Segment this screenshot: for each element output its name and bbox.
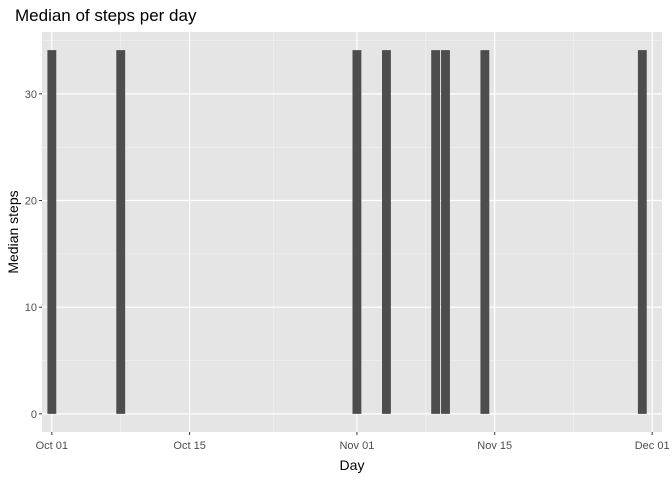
bar (47, 50, 57, 414)
bar (382, 50, 391, 414)
y-tick-label: 10 (25, 302, 37, 314)
x-tick-label: Oct 01 (36, 440, 68, 452)
y-tick-label: 30 (25, 89, 37, 101)
plot-panel (42, 32, 662, 432)
axis-layer: 0 10 20 30 Oct 01 Oct 15 Nov 01 Nov 15 Dec 01 (25, 89, 670, 452)
x-tick-label: Dec 01 (635, 440, 670, 452)
bar (441, 50, 450, 414)
x-tick-label: Oct 15 (173, 440, 205, 452)
bar (431, 50, 441, 414)
y-axis-title: Median steps (5, 190, 21, 273)
x-tick-label: Nov 15 (477, 440, 512, 452)
bar (352, 50, 362, 414)
bar (480, 50, 490, 414)
bar (637, 50, 647, 414)
chart-title: Median of steps per day (15, 6, 197, 25)
x-tick-label: Nov 01 (339, 440, 374, 452)
y-tick-label: 0 (31, 409, 37, 421)
y-tick-label: 20 (25, 196, 37, 208)
bar-layer (47, 50, 647, 414)
bar (116, 50, 126, 414)
x-axis-title: Day (340, 457, 365, 473)
